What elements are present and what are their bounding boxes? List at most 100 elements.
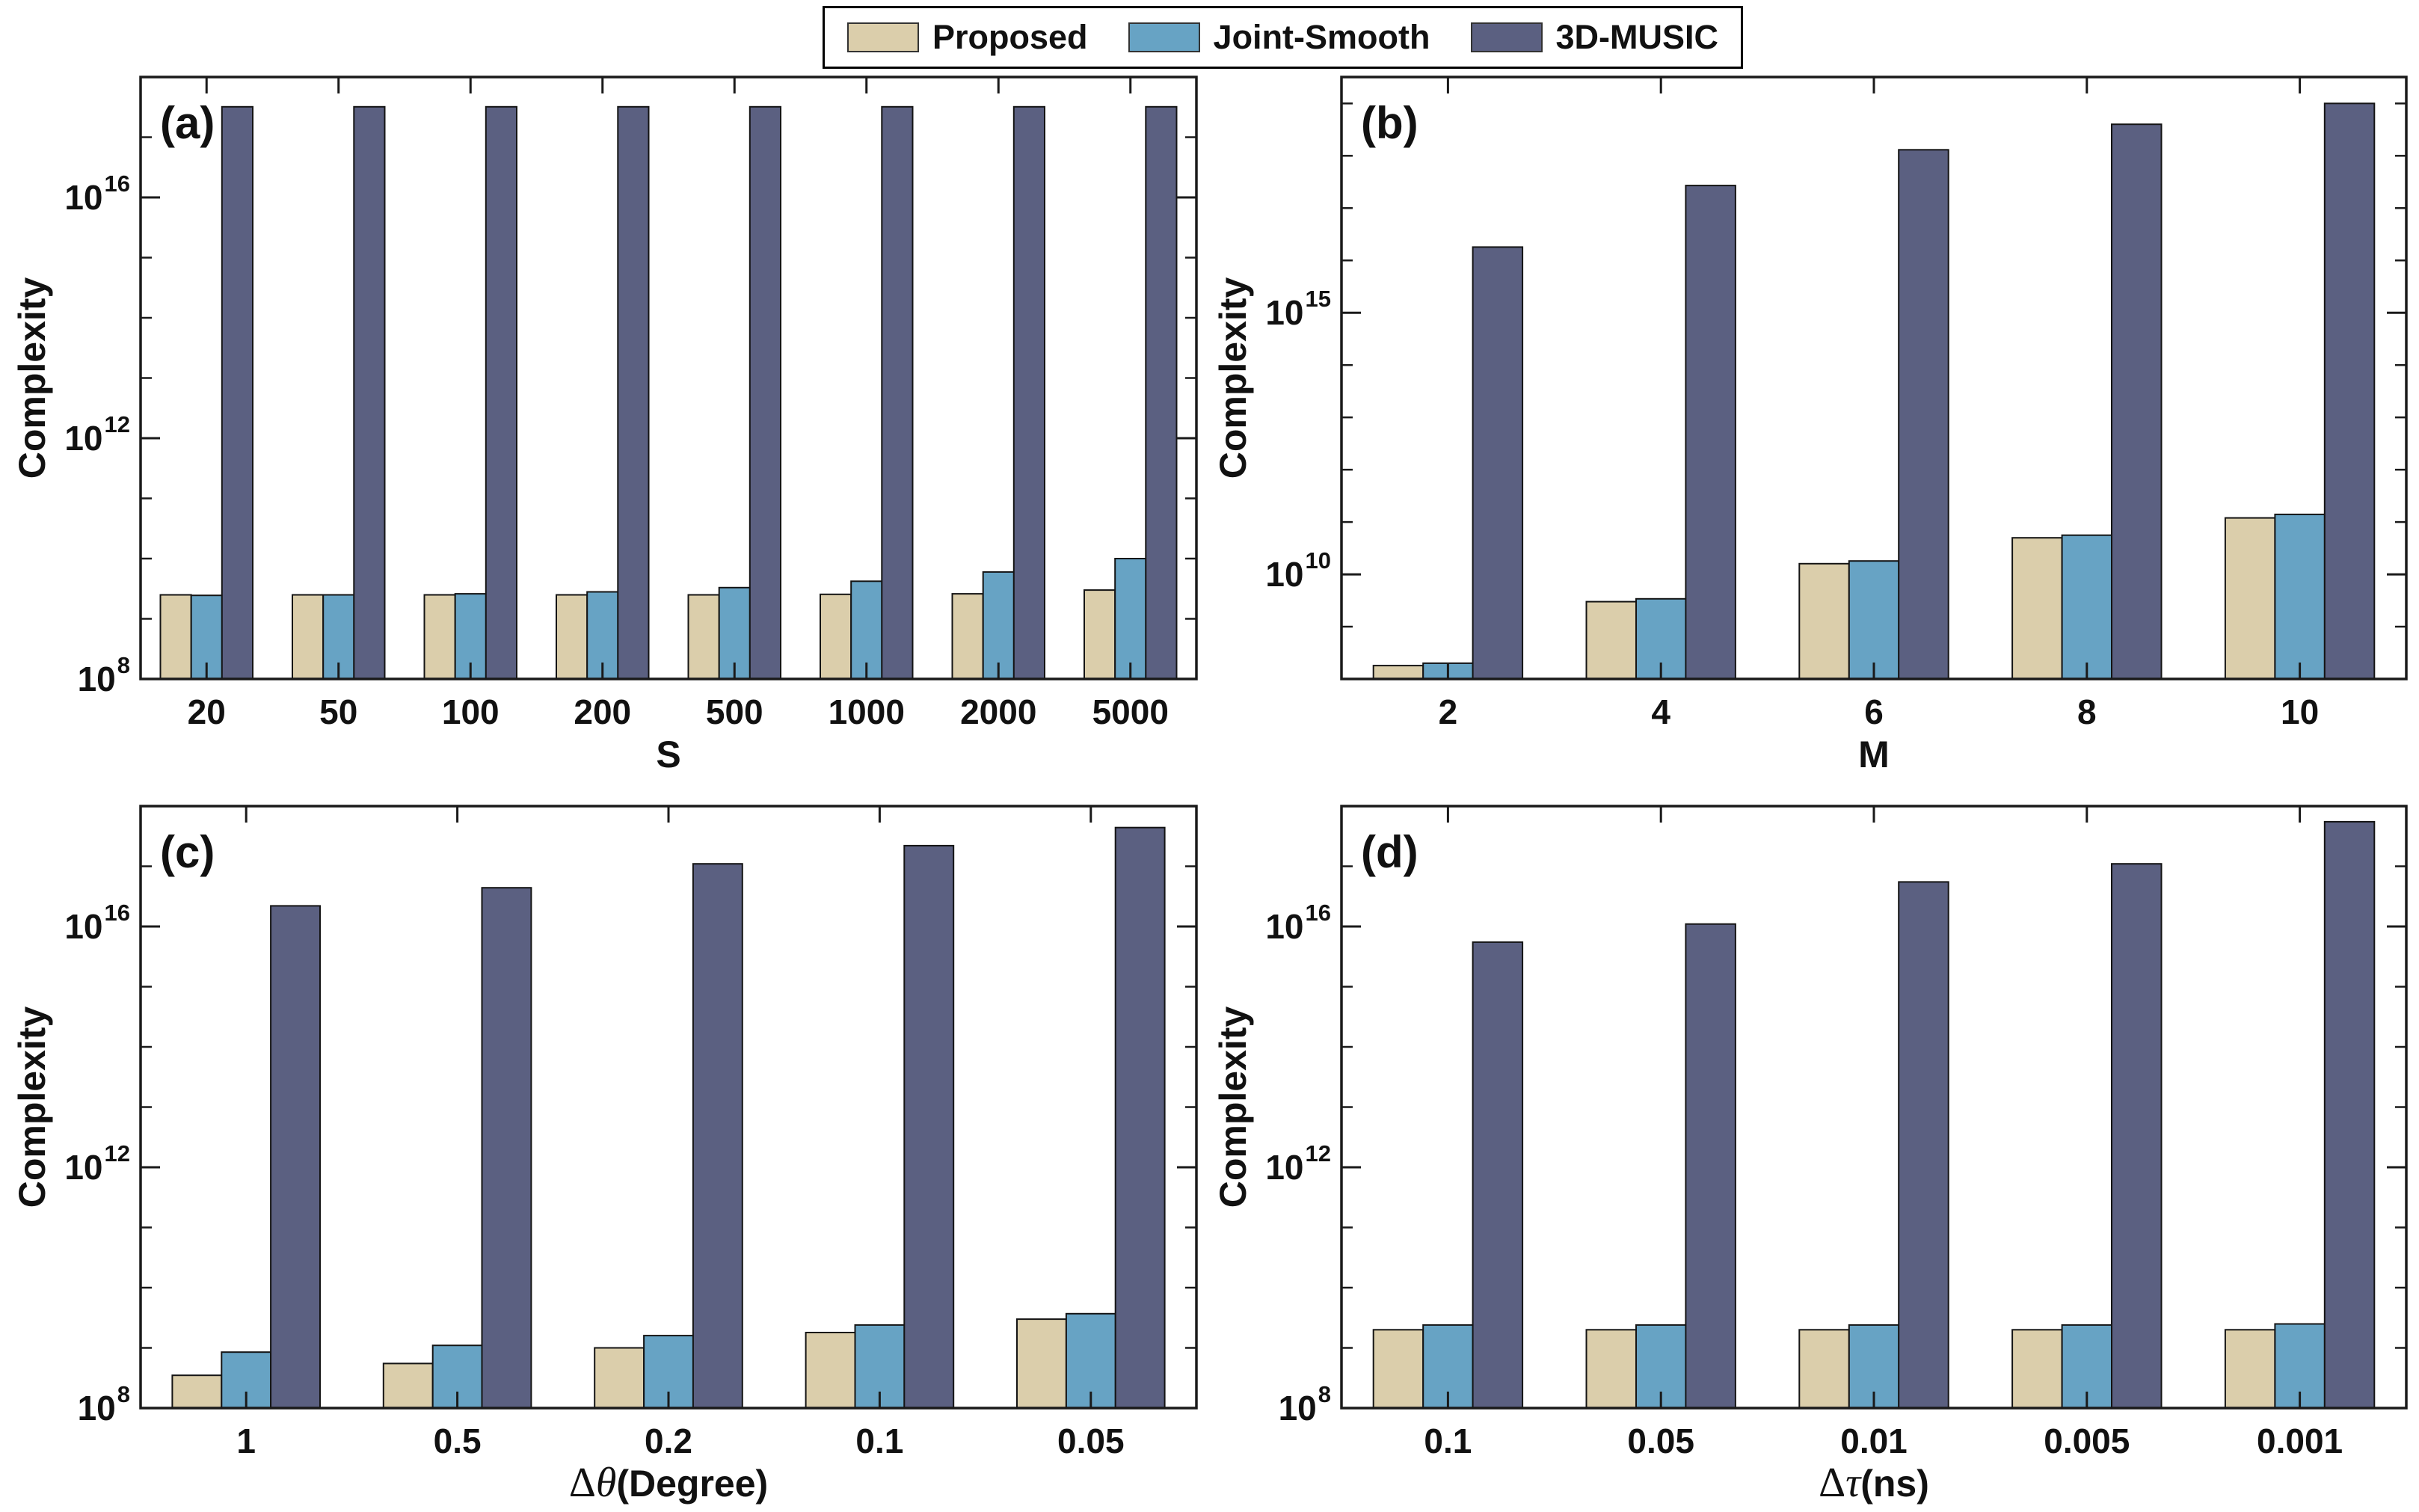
bar-joint-smooth bbox=[2061, 534, 2113, 680]
x-tick-label: 5000 bbox=[1092, 692, 1169, 731]
x-tick-label: 0.005 bbox=[2044, 1422, 2130, 1460]
y-tick-label: 1012 bbox=[64, 1140, 130, 1187]
panel-label: (c) bbox=[160, 827, 215, 877]
y-axis-label: Complexity bbox=[11, 277, 53, 479]
bar-proposed bbox=[1798, 1329, 1850, 1409]
panel-label: (a) bbox=[160, 98, 215, 148]
bar-3d-music bbox=[481, 887, 532, 1409]
x-tick-label: 200 bbox=[574, 692, 631, 731]
bar-proposed bbox=[2224, 517, 2276, 680]
bar-3d-music bbox=[1685, 185, 1736, 680]
bar-3d-music bbox=[1114, 826, 1166, 1409]
bar-proposed bbox=[1016, 1318, 1067, 1409]
y-tick-label: 108 bbox=[78, 652, 130, 698]
y-tick-label: 1016 bbox=[64, 170, 130, 217]
legend-item-proposed: Proposed bbox=[847, 18, 1088, 57]
bar-proposed bbox=[951, 593, 984, 680]
panel-label: (b) bbox=[1361, 98, 1418, 148]
x-tick-label: 20 bbox=[188, 692, 226, 731]
y-tick-label: 108 bbox=[1279, 1381, 1331, 1428]
x-tick-label: 0.01 bbox=[1840, 1422, 1908, 1460]
bar-joint-smooth bbox=[1848, 560, 1900, 680]
y-axis-label: Complexity bbox=[11, 1007, 53, 1208]
y-tick-label: 108 bbox=[78, 1381, 130, 1428]
bar-proposed bbox=[1585, 1329, 1637, 1409]
legend: Proposed Joint-Smooth 3D-MUSIC bbox=[823, 6, 1744, 69]
legend-item-joint-smooth: Joint-Smooth bbox=[1128, 18, 1430, 57]
y-tick-label: 1016 bbox=[1265, 900, 1331, 946]
x-tick-label: 1000 bbox=[829, 692, 905, 731]
legend-swatch-3d-music bbox=[1470, 22, 1543, 52]
bar-proposed bbox=[1798, 562, 1850, 680]
legend-swatch-joint-smooth bbox=[1128, 22, 1200, 52]
bar-3d-music bbox=[749, 105, 781, 680]
bar-proposed bbox=[382, 1362, 434, 1410]
bar-3d-music bbox=[2323, 102, 2376, 680]
x-axis-label: S bbox=[656, 734, 680, 775]
bar-3d-music bbox=[221, 105, 253, 680]
bar-3d-music bbox=[881, 105, 914, 680]
bar-proposed bbox=[2011, 537, 2063, 680]
chart-panel-b: 1010 1015 2 4 6 8 10 (b) Complexity M bbox=[1212, 76, 2408, 775]
bar-3d-music bbox=[1472, 941, 1524, 1409]
bar-3d-music bbox=[692, 863, 743, 1409]
x-tick-label: 0.2 bbox=[645, 1422, 692, 1460]
bar-proposed bbox=[820, 593, 852, 680]
bar-3d-music bbox=[485, 105, 517, 680]
bar-proposed bbox=[292, 594, 325, 680]
bar-proposed bbox=[159, 594, 192, 680]
y-tick-label: 1010 bbox=[1265, 547, 1331, 594]
bar-proposed bbox=[594, 1347, 645, 1409]
bar-3d-music bbox=[2111, 123, 2163, 680]
bar-3d-music bbox=[353, 105, 386, 680]
bar-proposed bbox=[687, 594, 720, 680]
x-axis-label: M bbox=[1858, 734, 1890, 775]
panel-label: (d) bbox=[1361, 827, 1418, 877]
bar-3d-music bbox=[1685, 923, 1736, 1409]
bar-proposed bbox=[423, 594, 456, 680]
x-tick-label: 0.05 bbox=[1627, 1422, 1694, 1460]
bar-3d-music bbox=[617, 105, 650, 680]
y-tick-label: 1015 bbox=[1265, 286, 1331, 332]
bar-proposed bbox=[1372, 665, 1424, 680]
bar-proposed bbox=[1372, 1329, 1424, 1409]
x-tick-label: 500 bbox=[706, 692, 763, 731]
legend-label-joint-smooth: Joint-Smooth bbox=[1213, 18, 1430, 56]
bar-proposed bbox=[805, 1332, 856, 1409]
bar-3d-music bbox=[2111, 863, 2163, 1409]
x-tick-label: 1 bbox=[236, 1422, 256, 1460]
x-tick-label: 10 bbox=[2281, 692, 2319, 731]
x-tick-label: 0.5 bbox=[434, 1422, 482, 1460]
bar-proposed bbox=[2011, 1329, 2063, 1409]
x-axis-label: Δτ(ns) bbox=[1819, 1460, 1929, 1506]
y-axis-label: Complexity bbox=[1212, 277, 1254, 479]
bar-proposed bbox=[556, 594, 588, 680]
x-tick-label: 0.001 bbox=[2257, 1422, 2343, 1460]
bar-3d-music bbox=[270, 905, 322, 1409]
bar-joint-smooth bbox=[1114, 558, 1147, 680]
bar-proposed bbox=[1084, 589, 1116, 680]
y-tick-label: 1012 bbox=[64, 411, 130, 458]
x-tick-label: 6 bbox=[1864, 692, 1884, 731]
x-tick-label: 2 bbox=[1439, 692, 1458, 731]
legend-item-3d-music: 3D-MUSIC bbox=[1470, 18, 1719, 57]
x-tick-label: 100 bbox=[442, 692, 500, 731]
bar-3d-music bbox=[2323, 820, 2376, 1409]
y-tick-label: 1012 bbox=[1265, 1140, 1331, 1187]
legend-swatch-proposed bbox=[847, 22, 919, 52]
legend-label-proposed: Proposed bbox=[932, 18, 1088, 56]
bar-proposed bbox=[1585, 600, 1637, 680]
x-tick-label: 4 bbox=[1651, 692, 1670, 731]
x-tick-label: 0.05 bbox=[1057, 1422, 1125, 1460]
bar-proposed bbox=[2224, 1329, 2276, 1409]
x-tick-label: 0.1 bbox=[855, 1422, 903, 1460]
bar-3d-music bbox=[1472, 246, 1524, 680]
bar-3d-music bbox=[1012, 105, 1046, 680]
legend-label-3d-music: 3D-MUSIC bbox=[1555, 18, 1719, 56]
y-tick-label: 1016 bbox=[64, 900, 130, 946]
bar-proposed bbox=[171, 1374, 223, 1410]
bar-3d-music bbox=[1898, 149, 1949, 680]
x-tick-label: 8 bbox=[2077, 692, 2097, 731]
x-tick-label: 0.1 bbox=[1424, 1422, 1472, 1460]
